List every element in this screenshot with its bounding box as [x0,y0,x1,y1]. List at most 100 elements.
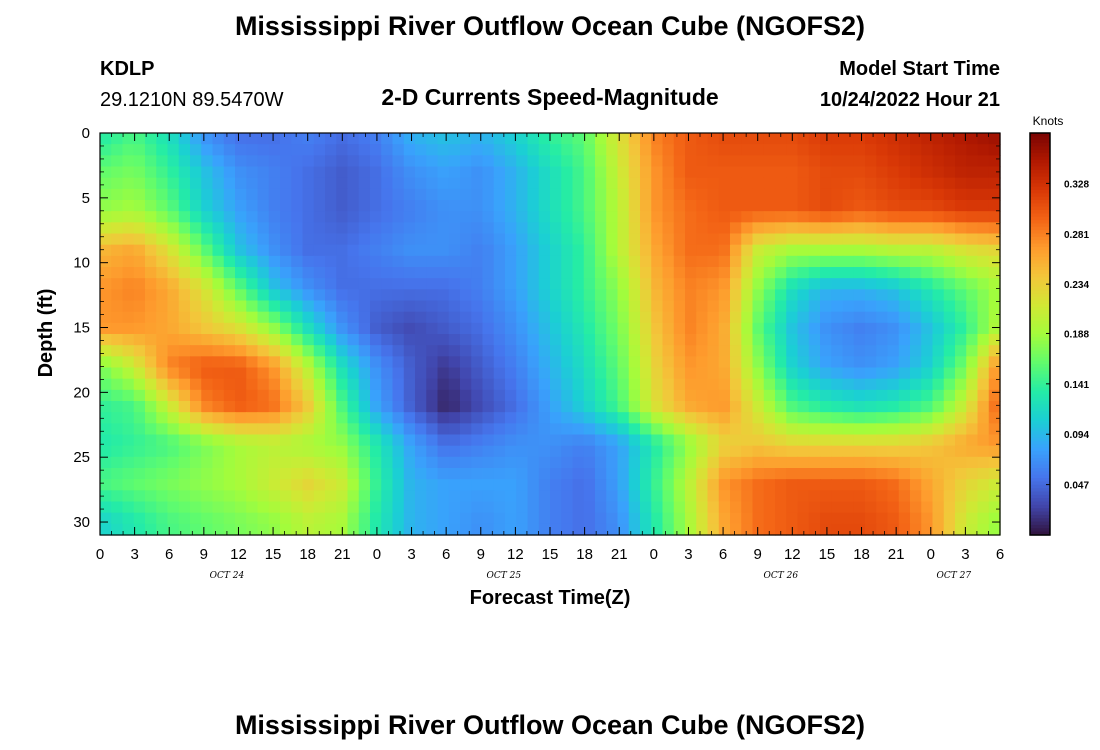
heatmap-cell [313,512,326,525]
heatmap-cell [752,378,765,391]
heatmap-cell [527,133,540,145]
colorbar-segment [1030,193,1050,198]
heatmap-cell [302,367,315,380]
colorbar-tick-label: 0.094 [1064,430,1089,441]
heatmap-cell [752,244,765,257]
heatmap-cell [730,479,742,491]
heatmap-cell [910,188,922,201]
heatmap-cell [966,144,979,156]
heatmap-cell [988,356,1001,369]
heatmap-cell [932,267,945,279]
heatmap-cell [550,177,562,190]
heatmap-cell [347,311,360,324]
heatmap-cell [505,356,517,369]
heatmap-cell [820,445,832,458]
heatmap-cell [122,244,135,257]
heatmap-cell [100,367,112,380]
heatmap-cell [325,445,337,458]
heatmap-cell [482,255,495,268]
heatmap-cell [381,278,394,290]
heatmap-cell [561,188,574,201]
heatmap-cell [100,479,112,491]
colorbar-segment [1030,159,1050,164]
heatmap-cell [178,445,191,458]
heatmap-cell [302,501,315,514]
heatmap-cell [178,267,191,279]
heatmap-cell [606,155,619,168]
heatmap-cell [325,512,337,525]
heatmap-cell [808,200,821,212]
heatmap-cell [617,267,630,279]
colorbar-segment [1030,407,1050,412]
heatmap-cell [797,490,810,503]
heatmap-cell [403,278,416,290]
heatmap-cell [797,468,810,480]
heatmap-cell [313,233,326,246]
heatmap-cell [223,200,236,212]
colorbar-segment [1030,179,1050,184]
heatmap-cell [122,367,135,380]
heatmap-cell [145,244,157,257]
heatmap-cell [403,412,416,424]
heatmap-cell [887,267,900,279]
heatmap-cell [662,144,675,156]
heatmap-cell [910,501,922,514]
heatmap-cell [347,434,360,447]
heatmap-cell [763,177,776,190]
heatmap-cell [527,289,540,302]
heatmap-cell [685,445,697,458]
heatmap-cell [156,345,169,357]
heatmap-cell [955,300,967,313]
heatmap-cell [583,244,596,257]
heatmap-cell [617,423,630,436]
heatmap-cell [347,166,360,179]
heatmap-cell [808,188,821,201]
heatmap-cell [437,166,450,179]
heatmap-cell [673,322,686,335]
heatmap-cell [358,311,371,324]
heatmap-cell [156,267,169,279]
heatmap-cell [426,255,439,268]
heatmap-cell [100,222,112,235]
heatmap-cell [471,401,484,413]
heatmap-cell [707,367,720,380]
heatmap-cell [617,345,630,357]
heatmap-cell [133,311,146,324]
heatmap-cell [943,177,956,190]
colorbar-segment [1030,421,1050,426]
heatmap-cell [640,412,652,424]
heatmap-cell [415,367,427,380]
heatmap-cell [775,289,787,302]
heatmap-cell [437,468,450,480]
heatmap-cell [100,144,112,156]
heatmap-cell [100,445,112,458]
heatmap-cell [932,334,945,346]
heatmap-cell [820,389,832,402]
heatmap-cell [302,356,315,369]
heatmap-cell [325,166,337,179]
heatmap-cell [550,434,562,447]
heatmap-cell [842,345,855,357]
heatmap-cell [617,155,630,168]
heatmap-cell [583,322,596,335]
heatmap-cell [775,267,787,279]
colorbar-segment [1030,330,1050,335]
colorbar-segment [1030,488,1050,493]
heatmap-cell [493,311,506,324]
heatmap-cell [370,322,382,335]
heatmap-cell [887,222,900,235]
heatmap-cell [730,501,742,514]
heatmap-cell [516,233,529,246]
heatmap-cell [763,412,776,424]
heatmap-cell [201,356,214,369]
heatmap-cell [505,278,517,290]
heatmap-cell [898,389,911,402]
heatmap-cell [415,423,427,436]
heatmap-cell [775,389,787,402]
x-tick-label: 6 [442,546,450,563]
heatmap-cell [651,188,664,201]
heatmap-cell [572,200,585,212]
heatmap-cell [988,423,1001,436]
heatmap-cell [381,166,394,179]
heatmap-cell [775,300,787,313]
